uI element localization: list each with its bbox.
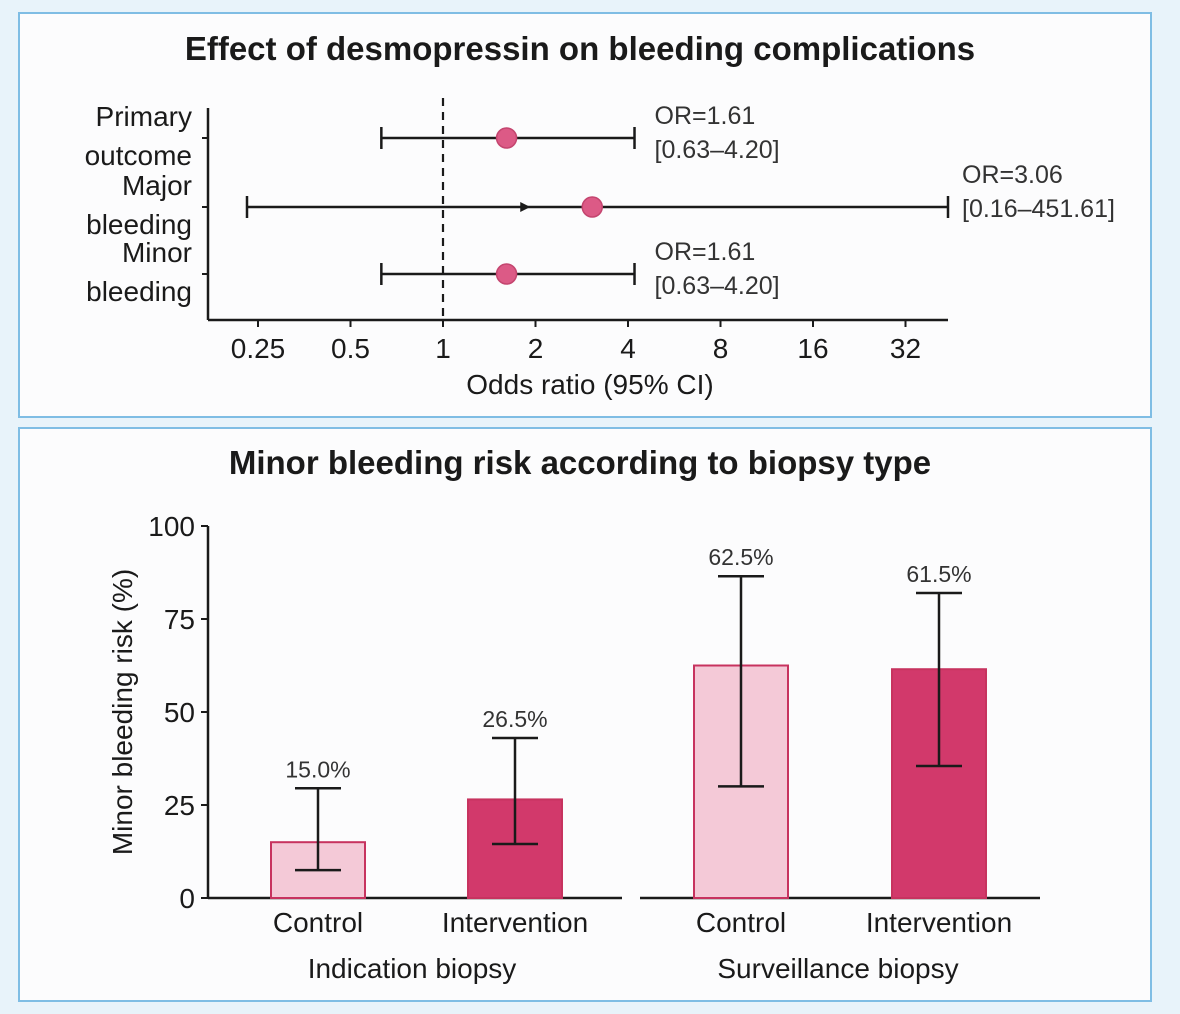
odds-ratio-point <box>495 263 518 285</box>
bar-y-tick-label: 0 <box>179 883 195 914</box>
bar-category-label: Control <box>273 907 363 938</box>
forest-row-label: Primary <box>96 101 192 132</box>
odds-ratio-annotation: OR=1.61 <box>655 238 756 266</box>
bar-category-label: Control <box>696 907 786 938</box>
forest-x-axis-label: Odds ratio (95% CI) <box>466 369 713 400</box>
intervention-bar <box>891 668 987 899</box>
forest-x-tick-label: 32 <box>890 333 921 364</box>
odds-ratio-annotation: OR=1.61 <box>655 102 756 130</box>
confidence-interval-annotation: [0.63–4.20] <box>655 272 780 300</box>
forest-row-label: Minor <box>122 237 192 268</box>
forest-row-label: Major <box>122 170 192 201</box>
confidence-interval-annotation: [0.63–4.20] <box>655 136 780 164</box>
odds-ratio-point <box>495 127 518 149</box>
forest-x-tick-label: 1 <box>435 333 451 364</box>
bar-y-axis-label: Minor bleeding risk (%) <box>107 569 138 855</box>
confidence-interval-annotation: [0.16–451.61] <box>962 195 1115 223</box>
bar-y-tick-label: 100 <box>148 511 195 542</box>
forest-row-label: bleeding <box>86 209 192 240</box>
biopsy-group-label: Surveillance biopsy <box>717 953 958 984</box>
biopsy-group-label: Indication biopsy <box>308 953 517 984</box>
ci-direction-arrow <box>520 202 531 212</box>
forest-x-tick-label: 0.5 <box>331 333 370 364</box>
bar-value-label: 62.5% <box>708 544 773 570</box>
forest-x-tick-label: 2 <box>528 333 544 364</box>
odds-ratio-annotation: OR=3.06 <box>962 161 1063 189</box>
bar-category-label: Intervention <box>442 907 588 938</box>
forest-x-tick-label: 4 <box>620 333 636 364</box>
forest-row-label: bleeding <box>86 276 192 307</box>
forest-x-tick-label: 16 <box>797 333 828 364</box>
forest-x-tick-label: 8 <box>713 333 729 364</box>
forest-x-tick-label: 0.25 <box>231 333 286 364</box>
bar-y-tick-label: 50 <box>164 697 195 728</box>
bar-value-label: 61.5% <box>906 561 971 587</box>
bar-value-label: 26.5% <box>482 706 547 732</box>
forest-plot-title: Effect of desmopressin on bleeding compl… <box>185 30 975 67</box>
bar-value-label: 15.0% <box>285 756 350 782</box>
bar-y-tick-label: 75 <box>164 604 195 635</box>
bar-y-tick-label: 25 <box>164 790 195 821</box>
bar-chart-title: Minor bleeding risk according to biopsy … <box>229 444 931 481</box>
bar-category-label: Intervention <box>866 907 1012 938</box>
forest-row-label: outcome <box>85 140 192 171</box>
odds-ratio-point <box>581 196 604 218</box>
